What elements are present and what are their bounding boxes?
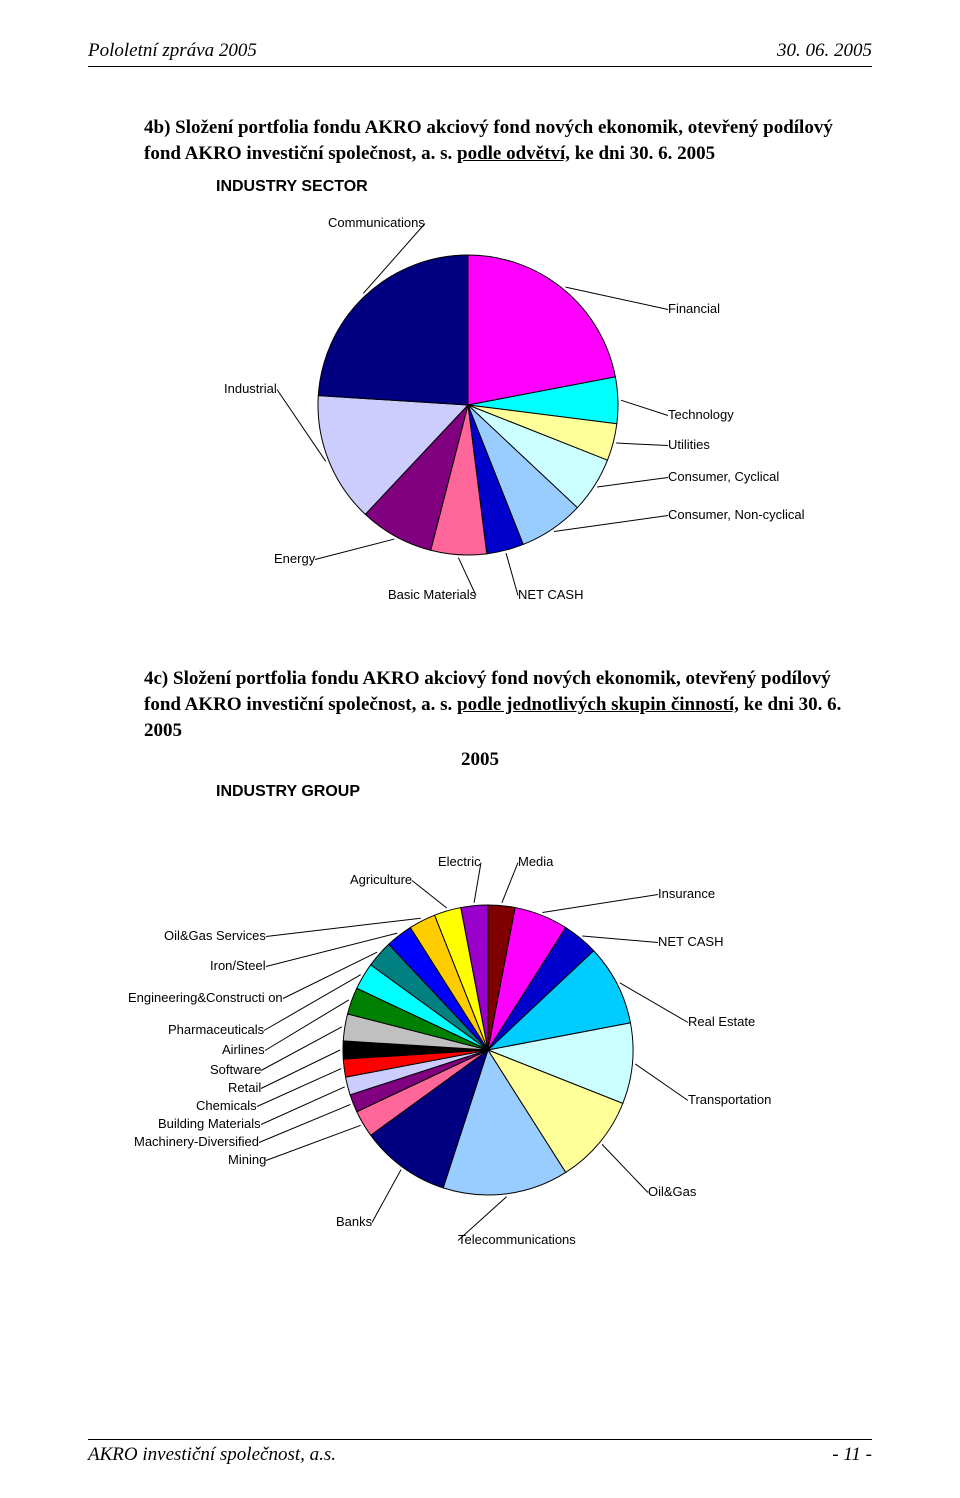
pie-slice-label: NET CASH [658, 935, 724, 950]
leader-line [582, 936, 658, 942]
leader-line [620, 983, 688, 1023]
page-footer: AKRO investiční společnost, a.s. - 11 - [88, 1439, 872, 1466]
header-right: 30. 06. 2005 [777, 40, 872, 62]
pie-slice-label: Iron/Steel [210, 959, 266, 974]
pie-slice-label: Machinery-Diversified [134, 1135, 259, 1150]
chart2-area: Media Insurance NET CASH Real Estate Transpo… [128, 815, 848, 1265]
leader-line [502, 863, 518, 903]
chart1-title: INDUSTRY SECTOR [216, 178, 872, 196]
leader-line [266, 1125, 361, 1160]
pie-slice-label: Utilities [668, 438, 710, 453]
section-4c-year: 2005 [88, 749, 872, 771]
section-4b-suffix: ke dni 30. 6. 2005 [570, 143, 715, 164]
pie-slice-label: Electric [438, 855, 481, 870]
pie-slice-label: Telecommunications [458, 1233, 576, 1248]
page: Pololetní zpráva 2005 30. 06. 2005 4b) S… [0, 0, 960, 1498]
pie-slice-label: Real Estate [688, 1015, 755, 1030]
leader-line [412, 881, 447, 908]
pie-slice-label: Basic Materials [388, 588, 476, 603]
section-4b-underlined: podle odvětví, [457, 143, 570, 164]
pie-slice-label: Communications [328, 216, 425, 231]
pie-slice-label: Consumer, Cyclical [668, 470, 779, 485]
section-4c-underlined: podle jednotlivých skupin činností, [457, 694, 739, 715]
pie-slice-label: Technology [668, 408, 734, 423]
pie-slice-label: Building Materials [158, 1117, 261, 1132]
leader-line [261, 1050, 340, 1089]
section-4c-heading: 4c) Složení portfolia fondu AKRO akciový… [88, 666, 872, 743]
pie-slice-label: Agriculture [350, 873, 412, 888]
footer-left: AKRO investiční společnost, a.s. [88, 1444, 336, 1466]
leader-line [542, 895, 658, 913]
leader-line [597, 478, 668, 487]
pie-slice-label: Banks [336, 1215, 372, 1230]
chart2-title: INDUSTRY GROUP [216, 783, 872, 801]
pie-slice-label: Chemicals [196, 1099, 257, 1114]
pie-slice-label: Oil&Gas Services [164, 929, 266, 944]
pie-chart [128, 815, 848, 1265]
leader-line [261, 1027, 342, 1071]
leader-line [266, 918, 421, 936]
pie-chart [128, 210, 848, 630]
pie-slice-label: Industrial [224, 382, 277, 397]
leader-line [635, 1064, 688, 1101]
chart1-area: Financial Technology Utilities Consumer, Cy… [128, 210, 848, 630]
leader-line [265, 1000, 349, 1051]
pie-slice-label: NET CASH [518, 588, 584, 603]
pie-slice-label: Energy [274, 552, 315, 567]
footer-right: - 11 - [832, 1444, 872, 1466]
pie-slice-label: Mining [228, 1153, 266, 1168]
leader-line [261, 1087, 345, 1125]
pie-slice-label: Engineering&Constructi on [128, 991, 283, 1006]
pie-slice-label: Software [210, 1063, 261, 1078]
pie-slice-label: Transportation [688, 1093, 771, 1108]
leader-line [616, 443, 668, 445]
leader-line [372, 1170, 401, 1223]
pie-slice-label: Oil&Gas [648, 1185, 696, 1200]
leader-line [554, 516, 668, 532]
pie-slice [318, 255, 468, 405]
pie-slice-label: Retail [228, 1081, 261, 1096]
leader-line [257, 1069, 341, 1107]
pie-slice-label: Pharmaceuticals [168, 1023, 264, 1038]
pie-slice-label: Consumer, Non-cyclical [668, 508, 805, 523]
chart-industry-group: INDUSTRY GROUP Media Insurance NET CASH Rea… [88, 783, 872, 1265]
header-left: Pololetní zpráva 2005 [88, 40, 257, 62]
pie-slice-label: Media [518, 855, 553, 870]
leader-line [506, 553, 518, 595]
pie-slice-label: Financial [668, 302, 720, 317]
chart-industry-sector: INDUSTRY SECTOR Financial Technology Utili… [88, 178, 872, 630]
pie-slice-label: Airlines [222, 1043, 265, 1058]
leader-line [621, 400, 668, 415]
page-header: Pololetní zpráva 2005 30. 06. 2005 [88, 40, 872, 67]
leader-line [602, 1144, 648, 1192]
leader-line [259, 1105, 350, 1143]
leader-line [315, 539, 394, 559]
pie-slice-label: Insurance [658, 887, 715, 902]
section-4b-heading: 4b) Složení portfolia fondu AKRO akciový… [88, 115, 872, 166]
